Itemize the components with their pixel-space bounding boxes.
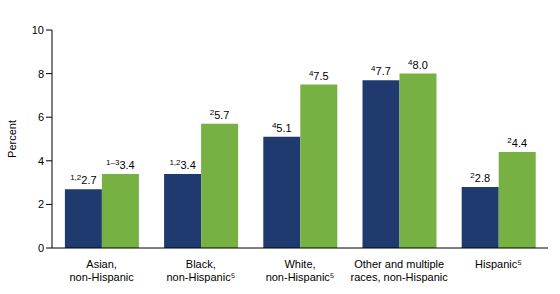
svg-text:Black,non-Hispanic⁵: Black,non-Hispanic⁵ [166,258,235,283]
svg-text:0: 0 [38,242,44,254]
svg-text:1–33.4: 1–33.4 [106,158,135,171]
svg-text:8: 8 [38,68,44,80]
svg-text:1,23.4: 1,23.4 [169,158,195,171]
svg-text:White,non-Hispanic⁵: White,non-Hispanic⁵ [266,258,335,283]
svg-text:1,22.7: 1,22.7 [70,173,96,186]
svg-text:2: 2 [38,198,44,210]
svg-text:4: 4 [38,155,44,167]
svg-text:45.1: 45.1 [272,121,292,134]
svg-text:22.8: 22.8 [470,171,490,184]
svg-text:Asian,non-Hispanic: Asian,non-Hispanic [69,258,134,283]
svg-text:47.7: 47.7 [371,64,391,77]
svg-text:Percent: Percent [8,120,18,158]
svg-text:6: 6 [38,111,44,123]
svg-text:Other and multipleraces, non-H: Other and multipleraces, non-Hispanic [351,258,449,283]
svg-text:48.0: 48.0 [408,58,428,71]
svg-text:Hispanic⁵: Hispanic⁵ [475,258,522,270]
svg-text:47.5: 47.5 [309,69,329,82]
svg-text:10: 10 [32,24,44,36]
svg-text:24.4: 24.4 [507,136,527,149]
svg-text:25.7: 25.7 [210,108,230,121]
